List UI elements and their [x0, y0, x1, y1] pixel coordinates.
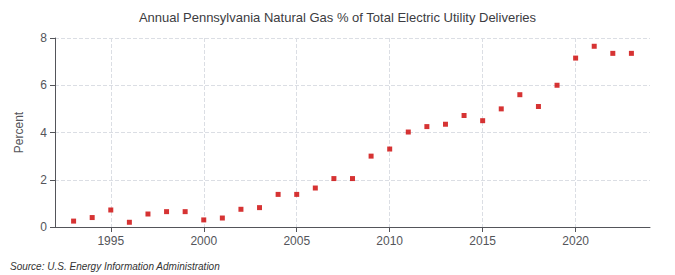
svg-text:Source: U.S. Energy Informatio: Source: U.S. Energy Information Administ… [10, 261, 220, 272]
svg-text:2000: 2000 [190, 234, 217, 248]
svg-text:4: 4 [40, 126, 47, 140]
svg-text:1995: 1995 [97, 234, 124, 248]
svg-text:0: 0 [40, 220, 47, 234]
svg-text:2005: 2005 [283, 234, 310, 248]
svg-text:Annual Pennsylvania Natural Ga: Annual Pennsylvania Natural Gas % of Tot… [139, 10, 537, 25]
svg-text:Percent: Percent [12, 111, 26, 153]
svg-text:2: 2 [40, 173, 47, 187]
svg-text:8: 8 [40, 31, 47, 45]
svg-text:2020: 2020 [562, 234, 589, 248]
svg-text:2015: 2015 [469, 234, 496, 248]
svg-text:6: 6 [40, 78, 47, 92]
svg-text:2010: 2010 [376, 234, 403, 248]
